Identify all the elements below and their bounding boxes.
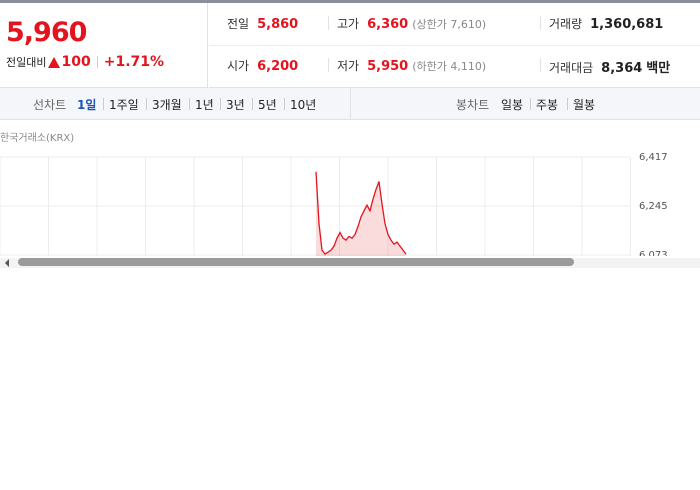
candle-tab[interactable]: 주봉 [536, 98, 559, 112]
period-tab[interactable]: 10년 [290, 98, 317, 112]
up-icon [48, 56, 61, 68]
tab-sep [567, 98, 568, 110]
summary-row: 시가 6,200 저가 5,950 (하한가 4,110) 거래대금 8,364 백만 [209, 45, 700, 87]
top-border [0, 0, 700, 3]
cell-label: 거래량 [549, 17, 583, 31]
summary-cell: 전일 5,860 [227, 15, 298, 32]
period-tab[interactable]: 1일 [77, 98, 97, 112]
price-area [316, 171, 406, 256]
cell-value: 5,860 [257, 17, 299, 32]
change-label: 전일대비 [6, 56, 47, 69]
divider [96, 56, 98, 68]
cell-note: (상한가 7,610) [412, 18, 487, 31]
change-value: 100 [61, 54, 91, 70]
cell-divider [328, 16, 329, 30]
tab-divider [350, 88, 351, 119]
cell-value: 8,364 [601, 61, 643, 76]
summary-cell: 고가 6,360 (상한가 7,610) [337, 15, 486, 32]
tab-sep [284, 98, 285, 110]
chart: 한국거래소(KRX) 6,417 6,245 6,073 [0, 132, 700, 268]
cell-label: 거래대금 [549, 61, 594, 75]
price-box: 5,960 전일대비 100 +1.71% [0, 3, 208, 88]
scroll-left[interactable] [5, 259, 9, 267]
period-tab[interactable]: 5년 [258, 98, 277, 112]
scroll-thumb[interactable] [18, 258, 574, 266]
tab-sep [530, 98, 531, 110]
tab-sep [189, 98, 190, 110]
plot: 6,417 6,245 6,073 [0, 152, 668, 261]
period-tab[interactable]: 1주일 [109, 98, 139, 112]
line-chart-label: 선차트 [33, 98, 67, 112]
cell-divider [540, 58, 541, 72]
summary-cell: 저가 5,950 (하한가 4,110) [337, 57, 486, 74]
y-tick-label: 6,073 [639, 250, 668, 261]
tab-sep [220, 98, 221, 110]
period-tab[interactable]: 3년 [226, 98, 245, 112]
cell-divider [540, 16, 541, 30]
summary-grid: 전일 5,860 고가 6,360 (상한가 7,610) 거래량 1,360,681 시가 6… [209, 3, 700, 88]
y-tick-label: 6,417 [639, 152, 668, 163]
summary-row: 전일 5,860 고가 6,360 (상한가 7,610) 거래량 1,360,681 [209, 3, 700, 46]
cell-label: 저가 [337, 59, 360, 73]
cell-label: 전일 [227, 17, 250, 31]
summary-cell: 거래량 1,360,681 [549, 15, 663, 32]
candle-tab[interactable]: 일봉 [501, 98, 524, 112]
price-line [315, 171, 407, 256]
candle-tab[interactable]: 월봉 [573, 98, 596, 112]
cell-note: (하한가 4,110) [412, 60, 487, 73]
period-tab[interactable]: 3개월 [152, 98, 182, 112]
cell-divider [328, 58, 329, 72]
chart-tabs: 선차트 봉차트 1일 1주일 3개월 1년 3년 5년 10년 일봉 주봉 월봉 [0, 88, 700, 120]
tab-sep [252, 98, 253, 110]
cell-unit: 백만 [646, 61, 671, 76]
cell-value: 5,950 [367, 59, 409, 74]
chart-source: 한국거래소(KRX) [0, 132, 74, 144]
y-tick-label: 6,245 [639, 201, 668, 212]
tab-sep [103, 98, 104, 110]
cell-value: 6,200 [257, 59, 299, 74]
cell-value: 1,360,681 [590, 17, 664, 32]
summary-cell: 거래대금 8,364 백만 [549, 57, 670, 76]
period-tab[interactable]: 1년 [195, 98, 214, 112]
candle-chart-label: 봉차트 [456, 98, 490, 112]
cell-value: 6,360 [367, 17, 409, 32]
summary-cell: 시가 6,200 [227, 57, 298, 74]
cell-label: 고가 [337, 17, 360, 31]
current-price: 5,960 [6, 17, 87, 48]
change: 전일대비 100 +1.71% [6, 54, 164, 70]
cell-label: 시가 [227, 59, 250, 73]
tab-sep [146, 98, 147, 110]
change-rate: +1.71% [103, 54, 165, 70]
